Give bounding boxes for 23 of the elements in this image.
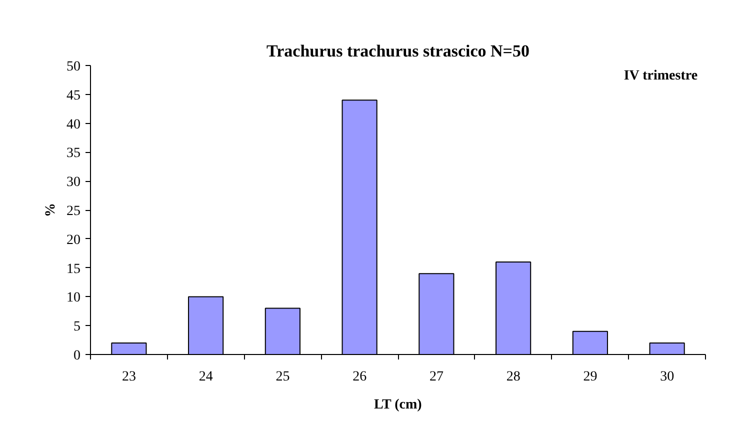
y-tick-label: 20 — [66, 232, 80, 248]
x-tick-label: 26 — [352, 370, 367, 384]
y-tick-label: 30 — [66, 175, 80, 190]
y-tick-label: 50 — [66, 60, 80, 74]
x-tick-label: 24 — [198, 370, 213, 384]
x-tick-label: 25 — [276, 370, 290, 384]
y-tick-label: 0 — [74, 348, 80, 364]
x-tick-label: 30 — [660, 370, 674, 384]
y-tick-label: 10 — [66, 290, 80, 306]
y-axis-title: % — [44, 203, 58, 217]
y-tick-label: 25 — [66, 204, 80, 219]
y-tick-label: 5 — [74, 320, 80, 335]
y-tick-label: 35 — [66, 146, 80, 162]
y-tick-label: 40 — [66, 117, 80, 132]
y-tick-label: 45 — [66, 88, 80, 104]
chart-title: Trachurus trachurus strascico N=50 — [266, 42, 530, 60]
x-tick-label: 27 — [429, 370, 444, 384]
x-tick-label: 23 — [122, 370, 136, 384]
x-tick-label: 29 — [583, 370, 598, 384]
y-tick-label: 15 — [66, 262, 80, 277]
x-axis-title: LT (cm) — [374, 398, 422, 412]
x-tick-label: 28 — [506, 370, 520, 384]
annotation: IV trimestre — [624, 68, 698, 84]
